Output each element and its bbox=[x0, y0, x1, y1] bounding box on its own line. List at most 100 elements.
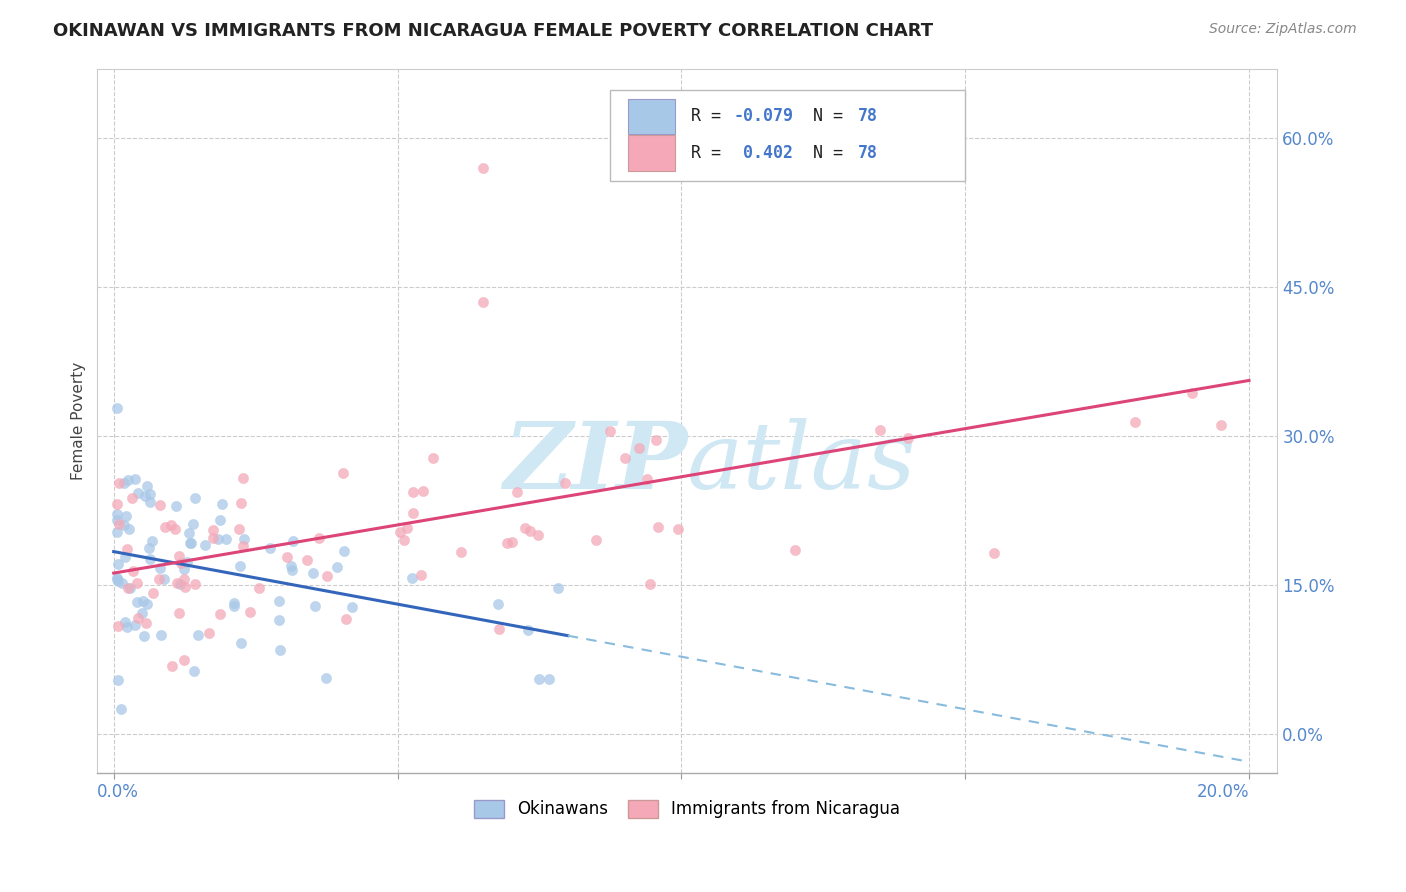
Point bbox=[276, 550, 298, 565]
Point bbox=[517, 624, 540, 638]
Point bbox=[259, 541, 281, 555]
Text: 0.0%: 0.0% bbox=[97, 783, 139, 801]
Text: Source: ZipAtlas.com: Source: ZipAtlas.com bbox=[1209, 22, 1357, 37]
Point bbox=[184, 491, 207, 505]
Point bbox=[139, 494, 162, 508]
Point bbox=[169, 606, 191, 620]
Point bbox=[105, 401, 128, 416]
Point bbox=[107, 673, 129, 687]
Point bbox=[232, 539, 254, 553]
Point bbox=[136, 597, 159, 611]
Point bbox=[471, 294, 494, 309]
Point bbox=[153, 520, 176, 534]
Point bbox=[167, 549, 190, 563]
Point bbox=[538, 672, 561, 686]
Point bbox=[132, 629, 155, 643]
Point bbox=[627, 441, 650, 455]
Point bbox=[1181, 386, 1204, 401]
Point bbox=[121, 491, 143, 505]
Point bbox=[222, 596, 245, 610]
Point bbox=[422, 451, 444, 466]
Text: 78: 78 bbox=[858, 145, 879, 162]
Point bbox=[118, 522, 141, 536]
Point bbox=[647, 520, 669, 534]
Point bbox=[640, 576, 662, 591]
Point bbox=[124, 618, 146, 632]
Text: R =: R = bbox=[690, 145, 731, 162]
Point bbox=[247, 581, 270, 595]
Point bbox=[232, 471, 254, 485]
Text: atlas: atlas bbox=[688, 418, 917, 508]
Point bbox=[229, 636, 252, 650]
Point bbox=[114, 517, 136, 532]
Point bbox=[215, 532, 238, 546]
Point bbox=[135, 615, 157, 630]
Point bbox=[486, 597, 509, 611]
Point bbox=[139, 551, 162, 566]
Point bbox=[211, 497, 233, 511]
Point bbox=[127, 611, 149, 625]
Point bbox=[281, 533, 304, 548]
Point bbox=[394, 533, 416, 548]
Point bbox=[134, 489, 156, 503]
Point bbox=[117, 542, 139, 557]
Point bbox=[402, 506, 425, 520]
Point bbox=[117, 473, 139, 487]
Point bbox=[269, 613, 291, 627]
Point bbox=[340, 599, 363, 614]
Point bbox=[315, 671, 337, 685]
Point bbox=[139, 487, 162, 501]
Point bbox=[176, 555, 198, 569]
Point bbox=[131, 606, 153, 620]
Point bbox=[180, 535, 202, 549]
Point bbox=[105, 508, 128, 522]
Point bbox=[396, 521, 419, 535]
Point bbox=[505, 485, 527, 500]
Point bbox=[269, 643, 291, 657]
Text: 78: 78 bbox=[858, 107, 879, 126]
Point bbox=[181, 516, 204, 531]
Point bbox=[149, 561, 172, 575]
Point bbox=[295, 553, 318, 567]
Point bbox=[202, 532, 225, 546]
Point bbox=[613, 450, 636, 465]
FancyBboxPatch shape bbox=[610, 90, 965, 181]
Point bbox=[229, 496, 252, 510]
Point bbox=[783, 543, 806, 558]
Point bbox=[105, 571, 128, 585]
Point bbox=[519, 524, 541, 538]
Point bbox=[316, 569, 339, 583]
Point bbox=[105, 497, 128, 511]
Point bbox=[165, 499, 187, 513]
Point bbox=[897, 431, 920, 445]
Y-axis label: Female Poverty: Female Poverty bbox=[72, 362, 86, 480]
Point bbox=[527, 528, 550, 542]
Point bbox=[304, 599, 326, 614]
Point bbox=[333, 544, 356, 558]
Point bbox=[105, 513, 128, 527]
Point bbox=[326, 559, 349, 574]
Point bbox=[148, 572, 170, 586]
Point bbox=[159, 518, 181, 533]
Point bbox=[118, 581, 141, 595]
Point bbox=[280, 558, 302, 573]
Point bbox=[117, 581, 139, 595]
Point bbox=[141, 533, 163, 548]
Point bbox=[149, 498, 172, 512]
Point bbox=[107, 475, 129, 490]
Point bbox=[187, 628, 209, 642]
Point bbox=[202, 524, 225, 538]
Point bbox=[107, 619, 129, 633]
Point bbox=[173, 573, 195, 587]
Point bbox=[112, 475, 135, 490]
Point bbox=[170, 557, 193, 571]
Point bbox=[869, 423, 891, 437]
Point bbox=[281, 563, 304, 577]
Point bbox=[177, 526, 200, 541]
Text: R =: R = bbox=[690, 107, 731, 126]
Point bbox=[412, 483, 434, 498]
Point bbox=[149, 628, 172, 642]
Point bbox=[501, 534, 523, 549]
Point bbox=[160, 659, 183, 673]
Point bbox=[983, 546, 1005, 560]
